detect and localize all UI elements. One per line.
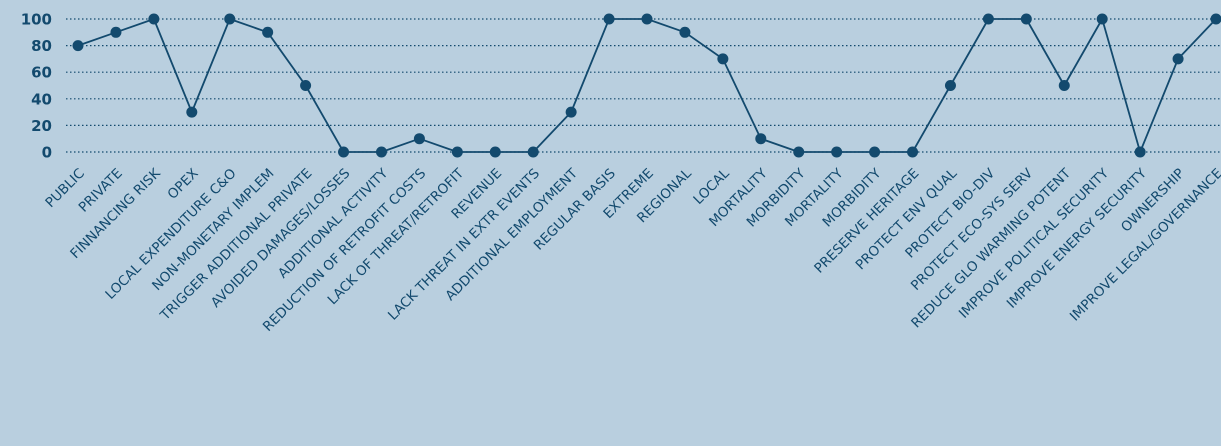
y-tick-label: 20 — [31, 117, 52, 135]
data-point — [679, 27, 690, 38]
data-point — [907, 147, 918, 158]
data-point — [338, 147, 349, 158]
data-point — [262, 27, 273, 38]
data-point — [983, 14, 994, 25]
data-point — [414, 133, 425, 144]
data-point — [945, 80, 956, 91]
data-point — [110, 27, 121, 38]
y-tick-label: 100 — [21, 11, 52, 29]
y-tick-label: 40 — [31, 90, 52, 108]
data-point — [528, 147, 539, 158]
y-tick-label: 0 — [42, 144, 52, 162]
data-point — [755, 133, 766, 144]
data-point — [376, 147, 387, 158]
data-point — [224, 14, 235, 25]
data-point — [642, 14, 653, 25]
data-point — [300, 80, 311, 91]
data-point — [186, 107, 197, 118]
y-tick-label: 80 — [31, 37, 52, 55]
data-point — [1021, 14, 1032, 25]
y-axis: 0 20 40 60 80 100 — [21, 11, 52, 162]
data-point — [1135, 147, 1146, 158]
data-point — [793, 147, 804, 158]
data-point — [717, 53, 728, 64]
data-point — [452, 147, 463, 158]
y-tick-label: 60 — [31, 64, 52, 82]
data-point — [73, 40, 84, 51]
data-point — [1173, 53, 1184, 64]
series-line — [78, 19, 1216, 152]
grid-lines — [66, 19, 1221, 152]
data-point — [869, 147, 880, 158]
data-point — [490, 147, 501, 158]
data-point — [831, 147, 842, 158]
data-point — [1097, 14, 1108, 25]
data-series — [73, 14, 1221, 158]
data-point — [148, 14, 159, 25]
data-point — [1211, 14, 1221, 25]
data-point — [604, 14, 615, 25]
data-point — [566, 107, 577, 118]
data-point — [1059, 80, 1070, 91]
